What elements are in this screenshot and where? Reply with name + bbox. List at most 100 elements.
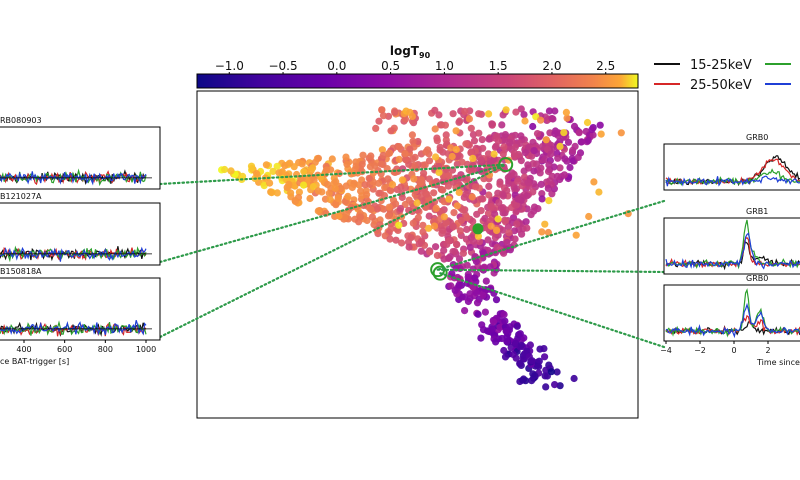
scatter-point — [423, 190, 431, 198]
scatter-point — [547, 368, 556, 376]
left-xtick-label: 600 — [57, 345, 72, 354]
scatter-point — [560, 129, 568, 137]
scatter-panel — [196, 90, 639, 419]
scatter-point — [477, 334, 485, 342]
scatter-point — [564, 138, 573, 146]
scatter-point — [391, 108, 399, 116]
scatter-point — [556, 142, 564, 150]
scatter-point — [537, 116, 545, 124]
scatter-point — [417, 247, 425, 255]
scatter-point — [511, 235, 519, 243]
scatter-point — [445, 237, 453, 245]
scatter-point — [534, 205, 542, 213]
scatter-point — [455, 188, 463, 197]
scatter-point — [529, 370, 537, 378]
scatter-point — [420, 169, 428, 177]
scatter-point — [435, 168, 443, 177]
scatter-point — [506, 323, 514, 331]
scatter-point — [519, 376, 527, 384]
scatter-point — [583, 118, 592, 127]
right-panel-label: GRB1 — [746, 207, 768, 216]
scatter-point — [405, 196, 413, 204]
scatter-point — [298, 160, 306, 168]
scatter-point — [413, 199, 421, 207]
right-xtick-label: 2 — [765, 346, 770, 355]
scatter-point — [262, 161, 270, 169]
scatter-point — [433, 251, 441, 260]
scatter-point — [569, 146, 577, 154]
scatter-point — [524, 179, 532, 187]
right-xtick-label: −2 — [694, 346, 706, 355]
scatter-point — [488, 120, 496, 128]
scatter-point — [479, 291, 487, 299]
scatter-point — [367, 152, 375, 160]
scatter-point — [496, 323, 504, 331]
scatter-point — [562, 108, 571, 116]
scatter-point — [273, 189, 281, 197]
scatter-point — [463, 214, 471, 222]
scatter-point — [334, 195, 342, 203]
scatter-point — [504, 223, 513, 231]
scatter-point — [435, 111, 443, 119]
scatter-point — [290, 181, 299, 190]
scatter-point — [450, 209, 458, 217]
scatter-point — [442, 219, 450, 227]
right-panel: GRB0 — [663, 274, 800, 342]
scatter-point — [490, 318, 498, 326]
scatter-point — [440, 246, 448, 254]
scatter-point — [398, 239, 406, 247]
left-panel-label: B150818A — [0, 267, 42, 276]
scatter-point — [323, 180, 332, 188]
scatter-point — [510, 227, 519, 235]
scatter-point — [517, 132, 525, 140]
scatter-point — [502, 106, 510, 114]
scatter-point — [509, 350, 517, 359]
scatter-point — [419, 221, 427, 229]
scatter-point — [494, 215, 502, 223]
scatter-point — [431, 125, 439, 133]
scatter-point — [570, 374, 578, 383]
scatter-point — [481, 308, 489, 316]
scatter-point — [483, 327, 492, 335]
scatter-point — [409, 219, 417, 227]
scatter-point — [490, 150, 498, 158]
scatter-point — [286, 159, 294, 167]
scatter-point — [486, 263, 494, 271]
scatter-point — [540, 345, 548, 353]
scatter-point — [375, 189, 383, 197]
scatter-point — [430, 189, 438, 197]
scatter-point — [432, 153, 440, 161]
scatter-point — [541, 220, 549, 228]
scatter-point — [514, 195, 522, 203]
scatter-point — [326, 196, 334, 204]
colorbar-tick-label: 0.0 — [327, 59, 346, 73]
scatter-point — [461, 107, 469, 115]
scatter-point — [331, 184, 339, 192]
legend: 15-25keV 25-50keV — [654, 58, 791, 93]
scatter-point — [364, 198, 373, 206]
scatter-point — [469, 237, 477, 245]
scatter-point — [372, 124, 380, 132]
scatter-point — [221, 165, 229, 174]
scatter-point — [484, 236, 492, 244]
scatter-point — [529, 160, 537, 168]
colorbar-tick-label: 2.5 — [596, 59, 615, 73]
scatter-point — [462, 190, 470, 198]
scatter-point — [344, 192, 352, 200]
right-panel-curve — [665, 302, 800, 339]
scatter-point — [332, 178, 340, 186]
scatter-point — [485, 182, 493, 190]
scatter-point — [455, 281, 463, 289]
scatter-point — [442, 131, 450, 139]
scatter-point — [309, 164, 317, 172]
scatter-point — [563, 157, 571, 165]
scatter-point — [337, 185, 345, 193]
left-xtick-label: 1000 — [136, 345, 156, 354]
scatter-point — [517, 341, 525, 349]
scatter-point — [260, 182, 268, 190]
scatter-point — [589, 131, 597, 139]
scatter-point — [479, 144, 487, 152]
scatter-point — [463, 225, 471, 233]
scatter-point — [545, 161, 553, 169]
